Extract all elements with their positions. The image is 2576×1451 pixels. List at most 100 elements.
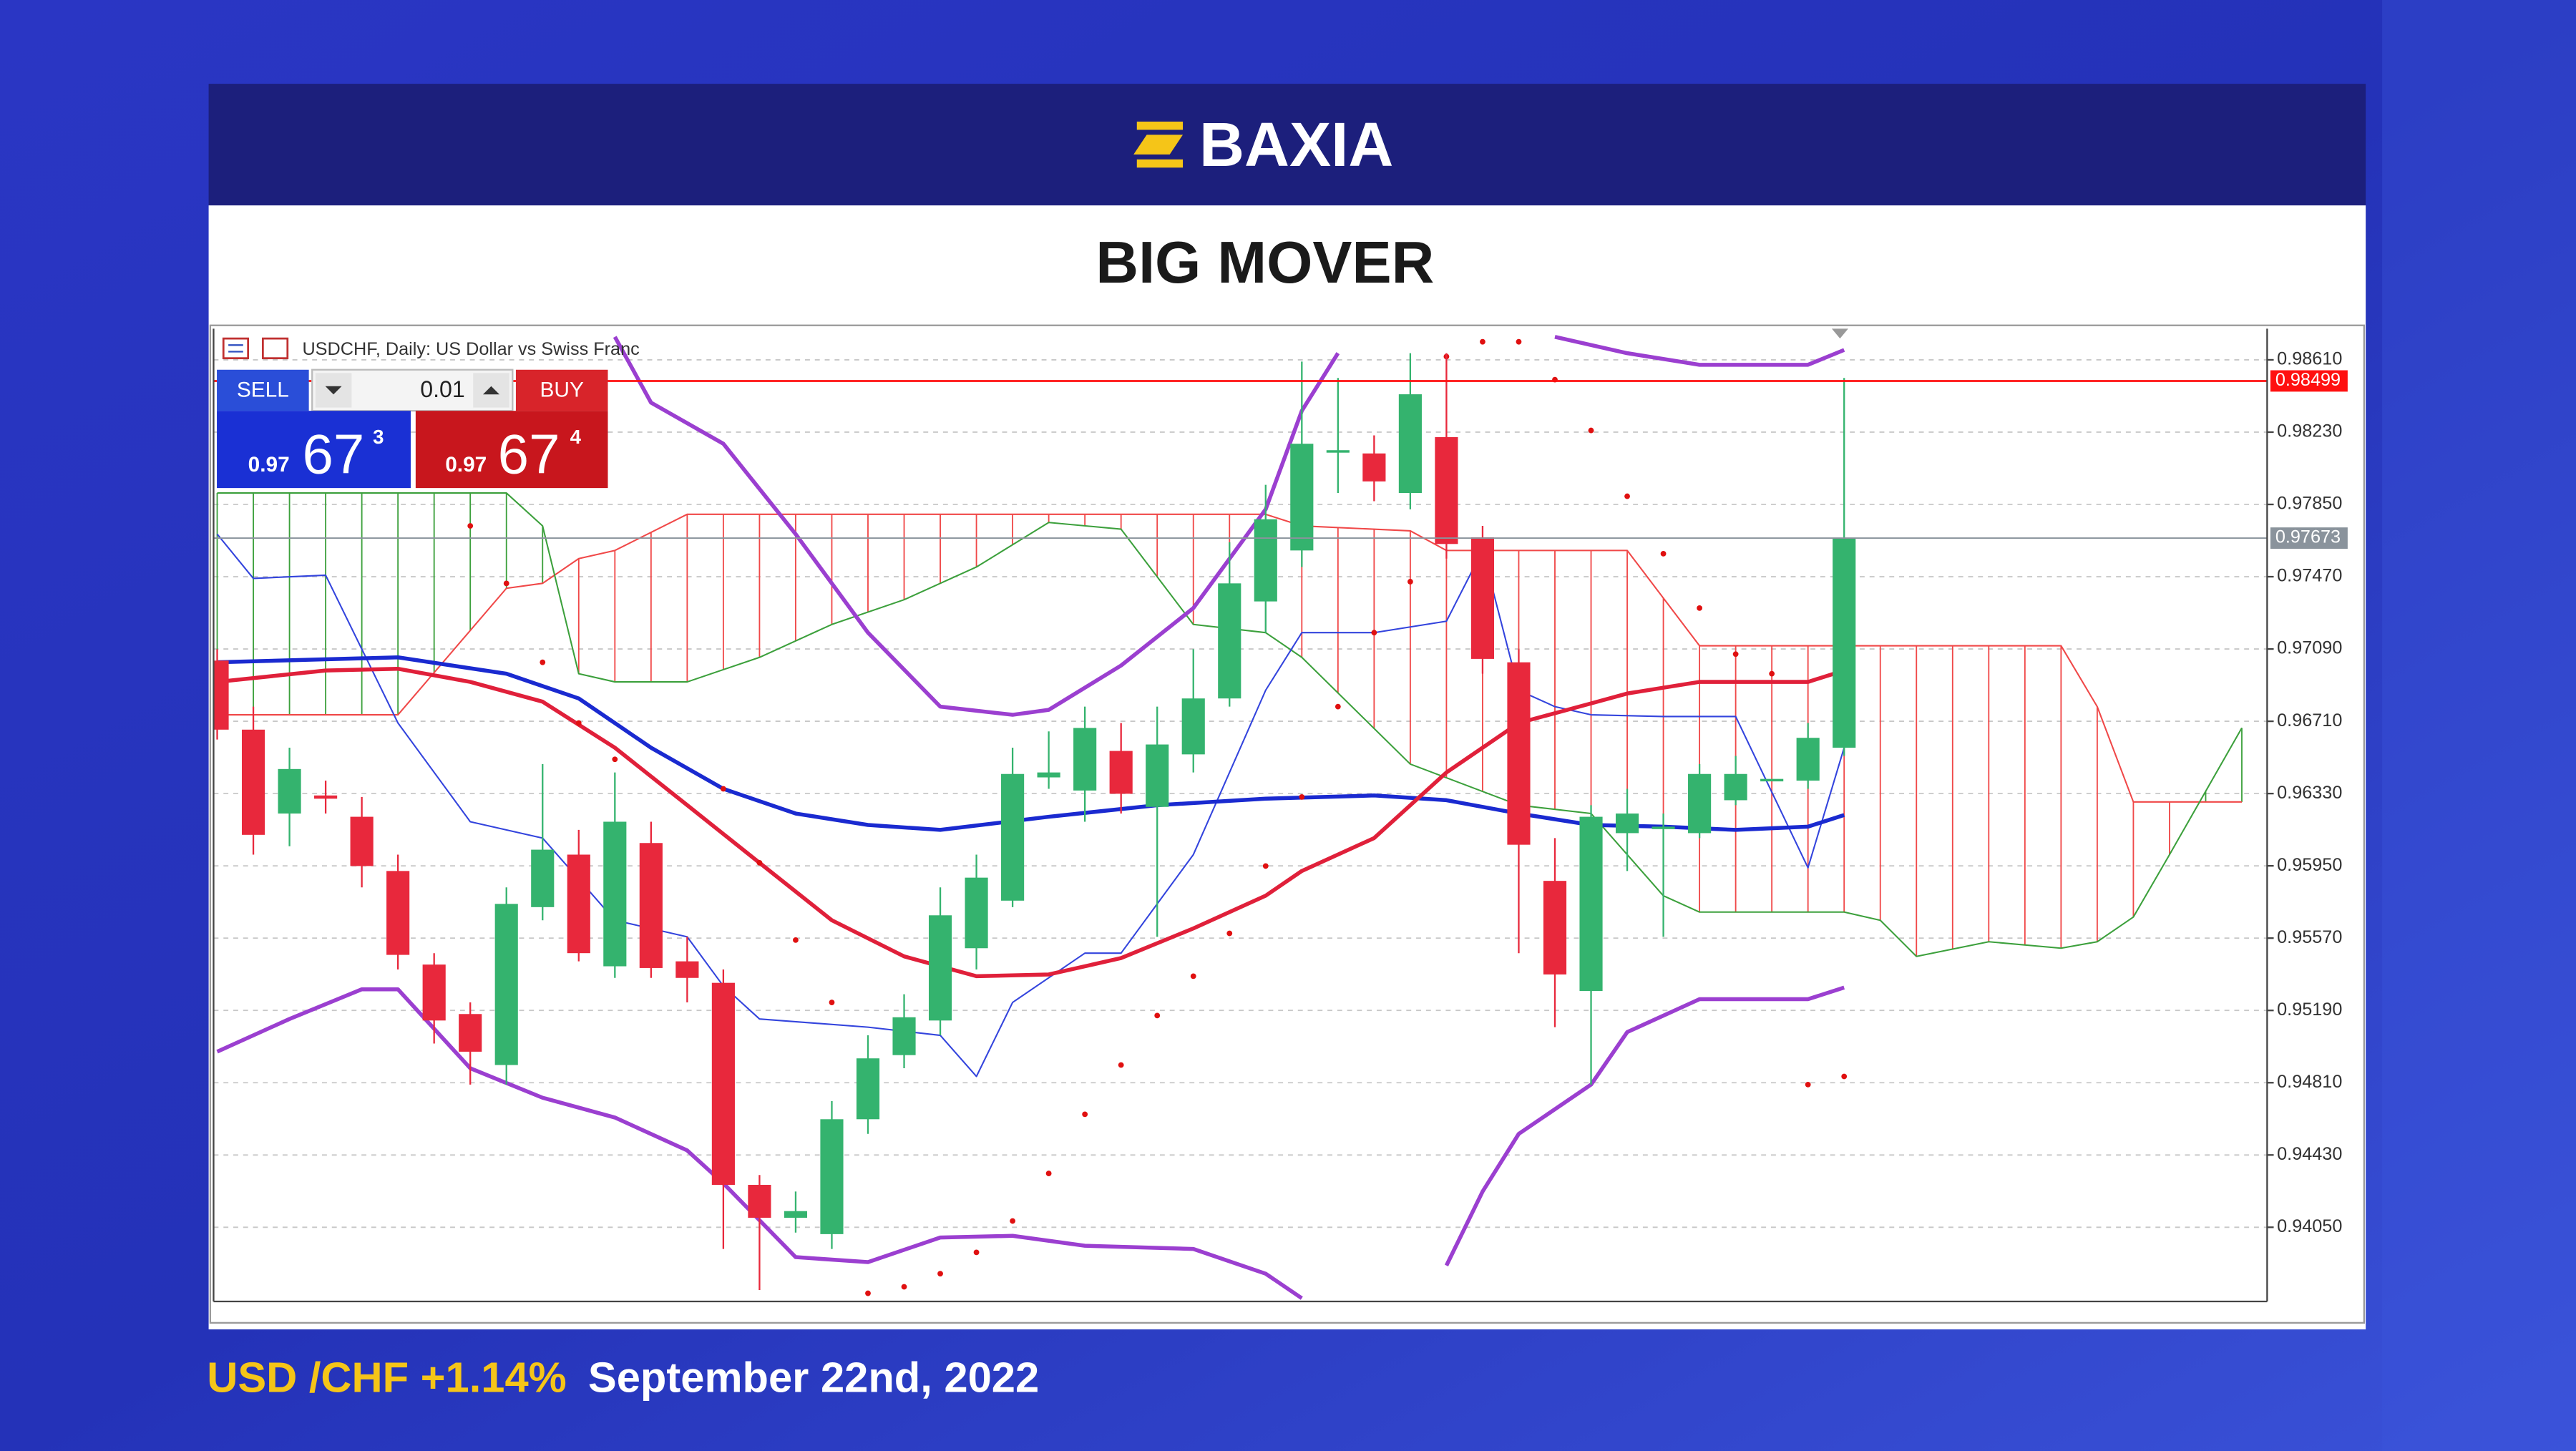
y-tick-label: 0.95190 [2277,1000,2342,1020]
candle-body [1615,814,1639,834]
y-tick-label: 0.94810 [2277,1072,2342,1092]
sar-dot [1118,1062,1124,1068]
sar-dot [1262,863,1269,869]
sar-dot [1732,651,1739,658]
sar-dot [1407,579,1413,585]
candle-body [531,849,555,907]
buy-button[interactable] [515,369,608,411]
candle-body [675,961,699,978]
sar-dot [1154,1012,1161,1019]
y-tick-label: 0.95950 [2277,855,2342,875]
y-tick-label: 0.97850 [2277,494,2342,514]
sar-dot [1010,1218,1016,1224]
candle-body [603,821,627,967]
trade-panel: SELL 0.01 BUY 0.97 67 3 0.97 67 4 [217,368,608,489]
brand-logo [1133,121,1184,168]
candle-body [1254,519,1277,602]
y-tick-label: 0.96330 [2277,783,2342,803]
price-label: 0.97673 [2275,527,2341,547]
plot-area [213,335,2268,1300]
sell-price-pip: 3 [373,426,384,448]
sar-dot [1588,427,1594,434]
lot-down-arrow [325,386,342,395]
y-tick-label: 0.95570 [2277,927,2342,947]
candle-body [314,795,338,799]
sar-dot [1190,973,1196,979]
price-label-bg [2270,370,2348,392]
footer-pair-change: USD /CHF +1.14% [207,1353,566,1401]
sar-dot [1299,794,1305,800]
y-tick-label: 0.94430 [2277,1144,2342,1164]
line-series [217,492,2243,957]
candle-body [1724,773,1747,801]
candle-body [1326,450,1350,453]
heading: BIG MOVER [1096,229,1434,295]
candle-body [1760,778,1784,782]
sar-dot [1480,338,1485,345]
footer-date: September 22nd, 2022 [588,1353,1039,1401]
sar-dot [793,937,799,943]
line-series [217,655,1845,832]
sar-dot [1769,670,1775,677]
candle-body [1688,773,1712,834]
candle-body [1362,453,1386,482]
candle-body [965,877,988,949]
sell-price-box[interactable] [217,411,411,489]
sar-dot [973,1249,980,1256]
candle-body [1109,751,1133,794]
sell-label: SELL [237,378,289,402]
candle-body [1037,772,1060,778]
sar-dot [1660,550,1667,557]
buy-label: BUY [540,378,584,402]
sar-dot [467,523,474,529]
buy-price-box[interactable] [415,411,608,489]
chart-window [209,324,2365,1324]
y-tick-label: 0.98230 [2277,421,2342,441]
candle-body [1290,444,1314,551]
sar-dot [756,859,763,866]
chart-icons [222,337,289,360]
candle-body [1796,738,1820,781]
sar-dot [1045,1171,1052,1176]
candle-body [422,964,446,1021]
sar-dot [1082,1111,1088,1118]
background-shade [2382,0,2576,1451]
sar-dot [1697,605,1703,611]
candle-body [1833,538,1856,748]
line-series [217,666,1845,979]
candle-body [1218,583,1241,699]
candle-body [1001,773,1025,901]
brand-name: BAXIA [1199,110,1393,180]
candle-body [459,1014,482,1052]
series-layer [213,335,2243,1300]
sar-dot [503,580,509,587]
sell-price-prefix: 0.97 [248,453,290,477]
candle-body [639,843,663,968]
candle-body [928,915,952,1021]
chart-title: USDCHF, Daily: US Dollar vs Swiss Franc [302,339,639,359]
y-tick-label: 0.98610 [2277,349,2342,369]
sar-dot [720,786,726,792]
sar-dot [829,1000,835,1005]
candle-body [1181,698,1205,755]
price-label: 0.98499 [2275,370,2341,390]
candle-body [820,1119,844,1234]
candle-body [892,1017,916,1055]
candle-body [350,816,374,866]
sar-dot [1335,703,1341,710]
header-band [208,84,2366,206]
buy-price-main: 67 [498,422,560,485]
sar-dot [612,756,618,763]
sell-button[interactable] [217,369,309,411]
sar-dot [1805,1082,1811,1088]
sell-price-main: 67 [302,422,364,485]
candle-body [711,982,735,1186]
lot-value: 0.01 [420,376,465,402]
sar-dot [1841,1073,1848,1080]
candle-body [1470,537,1495,659]
candle-body [1435,436,1458,544]
candle-body [567,854,590,954]
buy-price-prefix: 0.97 [445,453,487,477]
buy-price-pip: 4 [570,426,582,448]
price-label-bg [2270,527,2348,549]
